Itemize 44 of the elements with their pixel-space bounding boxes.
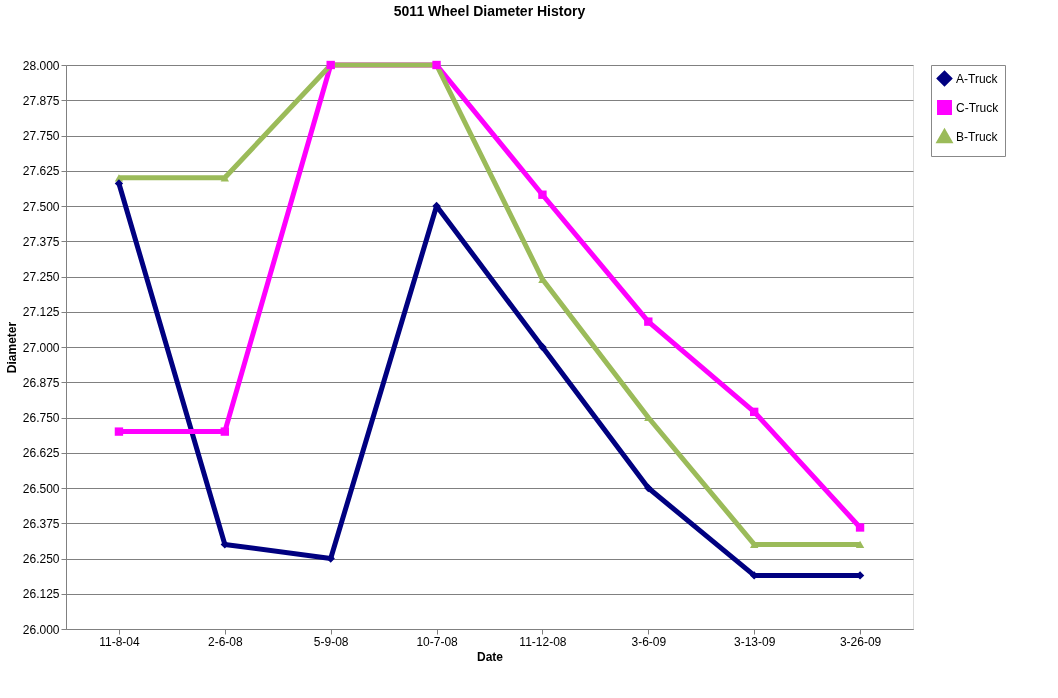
y-tick-label: 27.500: [22, 199, 60, 214]
chart-title: 5011 Wheel Diameter History: [393, 3, 586, 19]
y-tick-label: 26.375: [22, 516, 60, 531]
point: [220, 540, 229, 549]
y-tick-label: 27.875: [22, 93, 60, 108]
point: [750, 540, 759, 549]
y-tick-label: 27.125: [22, 305, 60, 320]
point: [538, 190, 547, 199]
y-tick-label: 26.250: [22, 552, 60, 566]
y-tick-label: 26.500: [22, 481, 60, 496]
y-tick-label: 27.375: [22, 234, 60, 249]
x-tick-label: 11-12-08: [519, 634, 567, 649]
y-tick-label: 26.875: [22, 375, 60, 390]
y-tick-label: 27.750: [22, 129, 60, 143]
point: [538, 342, 547, 352]
y-axis-title: Diameter: [4, 321, 19, 374]
x-axis-title: Date: [476, 649, 504, 664]
point: [644, 483, 653, 493]
y-tick-label: 27.250: [22, 270, 60, 284]
x-tick-label: 5-9-08: [313, 634, 349, 649]
point: [114, 427, 124, 436]
point: [855, 540, 865, 549]
point: [644, 317, 653, 326]
legend-label: A-Truck: [956, 71, 999, 86]
point: [220, 174, 229, 182]
x-tick-label: 11-8-04: [99, 634, 140, 649]
y-tick-label: 28.000: [22, 58, 60, 73]
y-tick-label: 26.625: [22, 446, 60, 461]
x-tick-label: 10-7-08: [416, 634, 459, 649]
y-tick-label: 26.125: [22, 587, 60, 602]
point: [750, 407, 759, 417]
point: [220, 427, 229, 436]
x-tick-label: 2-6-08: [207, 634, 243, 649]
x-tick-label: 3-13-09: [734, 634, 776, 649]
legend-label: B-Truck: [956, 129, 999, 144]
legend-label: C-Truck: [956, 100, 1000, 115]
y-tick-label: 26.750: [22, 411, 60, 425]
point: [855, 523, 865, 532]
point: [114, 179, 124, 188]
y-tick-label: 27.000: [22, 340, 60, 355]
y-tick-label: 26.000: [22, 622, 60, 637]
x-tick-label: 3-6-09: [631, 634, 667, 649]
y-tick-label: 27.625: [22, 164, 60, 179]
x-tick-label: 3-26-09: [839, 634, 882, 649]
